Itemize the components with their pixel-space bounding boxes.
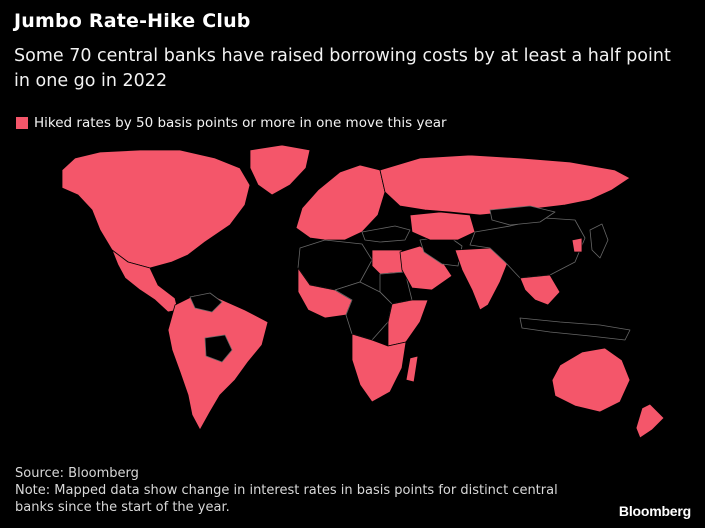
region-south-korea bbox=[571, 237, 583, 253]
legend-label: Hiked rates by 50 basis points or more i… bbox=[34, 115, 447, 131]
legend-swatch bbox=[16, 117, 28, 129]
region-indonesia bbox=[519, 317, 631, 341]
region-mongolia bbox=[489, 205, 556, 226]
world-map bbox=[61, 144, 665, 439]
bloomberg-logo: Bloomberg bbox=[618, 503, 691, 519]
footer: Source: Bloomberg Note: Mapped data show… bbox=[15, 465, 575, 516]
region-europe bbox=[295, 164, 386, 241]
region-madagascar bbox=[405, 355, 419, 383]
region-greenland bbox=[249, 144, 311, 196]
region-venezuela bbox=[189, 292, 223, 313]
region-new-zealand bbox=[635, 403, 665, 439]
region-russia bbox=[379, 154, 631, 216]
chart-subtitle: Some 70 central banks have raised borrow… bbox=[14, 46, 671, 91]
region-japan bbox=[589, 223, 609, 259]
region-central-asia bbox=[409, 211, 476, 241]
region-south-america bbox=[167, 294, 269, 431]
note-text: Note: Mapped data show change in interes… bbox=[15, 483, 558, 515]
chart-title: Jumbo Rate-Hike Club bbox=[14, 10, 251, 32]
region-southeast-asia bbox=[519, 274, 561, 306]
region-turkey bbox=[361, 225, 411, 243]
region-central-africa bbox=[334, 281, 393, 341]
source-text: Source: Bloomberg bbox=[15, 466, 139, 481]
region-australia bbox=[551, 347, 631, 413]
region-bolivia bbox=[204, 334, 233, 363]
region-east-africa bbox=[387, 299, 429, 347]
region-north-america bbox=[61, 149, 251, 269]
region-southern-africa bbox=[351, 333, 407, 403]
legend: Hiked rates by 50 basis points or more i… bbox=[16, 115, 447, 131]
